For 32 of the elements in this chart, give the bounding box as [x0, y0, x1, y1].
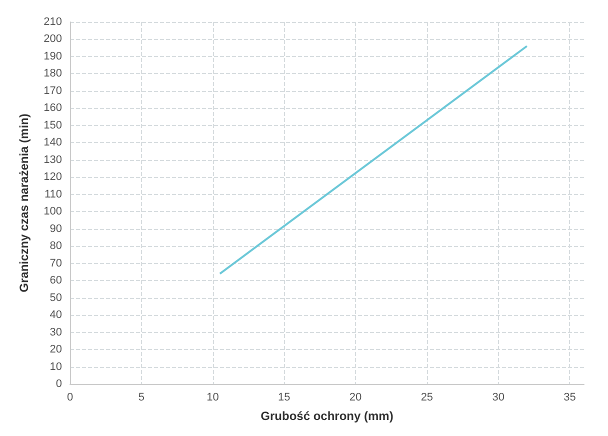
y-tick-label: 170	[44, 84, 62, 97]
y-tick-label: 70	[50, 257, 62, 270]
y-tick-label: 0	[56, 378, 62, 390]
x-tick-label: 25	[420, 392, 434, 404]
x-axis-title: Grubość ochrony (mm)	[260, 409, 394, 423]
y-tick-label: 20	[50, 344, 62, 356]
y-tick-label: 180	[44, 68, 62, 80]
y-tick-label: 150	[44, 119, 62, 132]
x-tick-label: 15	[278, 392, 290, 404]
y-tick-label: 140	[44, 136, 62, 149]
y-tick-label: 60	[50, 274, 62, 287]
y-tick-label: 110	[44, 188, 62, 200]
x-tick-label: 35	[564, 392, 576, 404]
y-tick-label: 190	[44, 50, 62, 62]
x-tick-label: 0	[66, 392, 74, 404]
y-tick-label: 130	[44, 154, 62, 166]
y-tick-label: 90	[50, 222, 62, 235]
y-tick-label: 100	[44, 206, 62, 218]
x-tick-label: 20	[349, 392, 362, 404]
y-tick-label: 40	[50, 309, 62, 322]
y-tick-label: 30	[50, 326, 62, 338]
y-axis-title: Graniczny czas narażenia (min)	[17, 114, 31, 292]
x-tick-label: 30	[492, 392, 504, 404]
y-tick-label: 80	[50, 240, 62, 252]
x-tick-label: 5	[138, 392, 144, 404]
x-tick-label: 10	[206, 392, 219, 404]
y-tick-label: 50	[50, 292, 62, 304]
y-tick-label: 10	[50, 360, 62, 373]
y-tick-label: 120	[44, 171, 62, 184]
y-tick-label: 210	[44, 16, 62, 28]
y-tick-label: 160	[44, 102, 62, 114]
y-tick-label: 200	[44, 33, 62, 46]
